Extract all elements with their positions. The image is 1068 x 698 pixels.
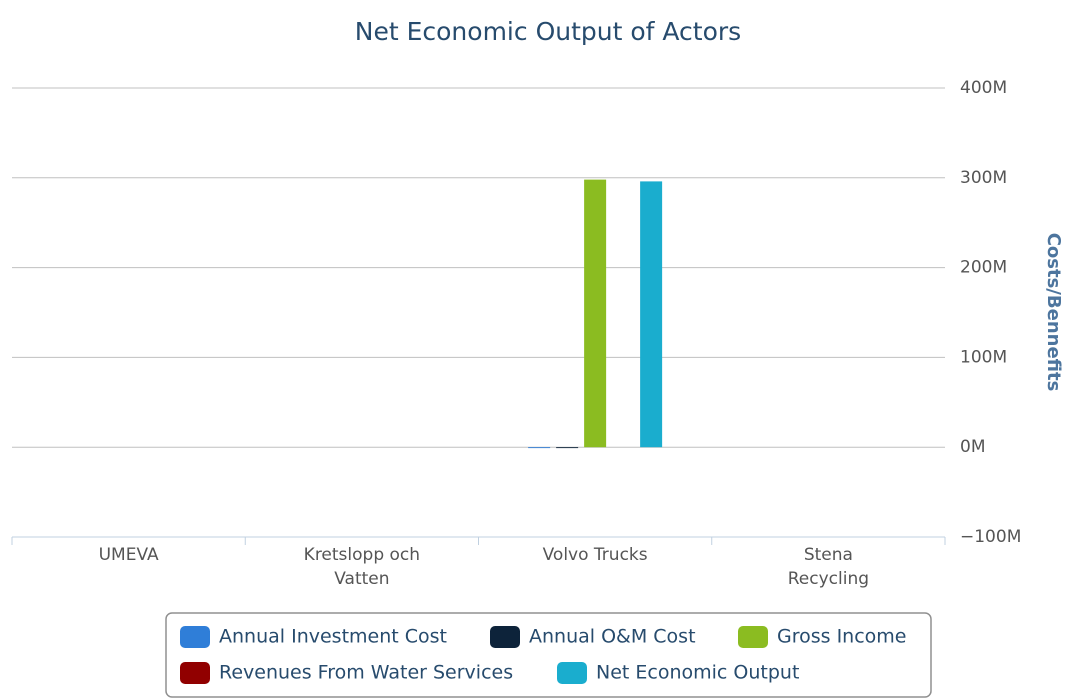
y-tick-label: 300M [960,168,1007,188]
bar [528,447,551,449]
bar [584,179,607,448]
x-tick-label: UMEVA [99,545,159,565]
bar [556,447,579,449]
y-axis-title: Costs/Bennefits [1043,233,1064,392]
x-tick-label: Stena Recycling [788,545,869,589]
chart-title: Net Economic Output of Actors [355,17,741,46]
legend-label: Gross Income [777,626,907,648]
y-tick-label: 0M [960,437,985,457]
y-tick-label: −100M [960,527,1021,547]
legend-label: Net Economic Output [596,662,799,684]
y-tick-label: 400M [960,78,1007,98]
bar [640,181,663,448]
legend-swatch [490,626,520,648]
legend-label: Annual Investment Cost [219,626,447,648]
legend-swatch [557,662,587,684]
x-tick-label: Volvo Trucks [543,545,648,565]
legend-swatch [180,662,210,684]
y-tick-label: 100M [960,347,1007,367]
legend-label: Revenues From Water Services [219,662,513,684]
x-tick-label: Kretslopp och Vatten [304,545,420,589]
legend-label: Annual O&M Cost [529,626,696,648]
legend-swatch [738,626,768,648]
y-tick-label: 200M [960,258,1007,278]
legend-swatch [180,626,210,648]
